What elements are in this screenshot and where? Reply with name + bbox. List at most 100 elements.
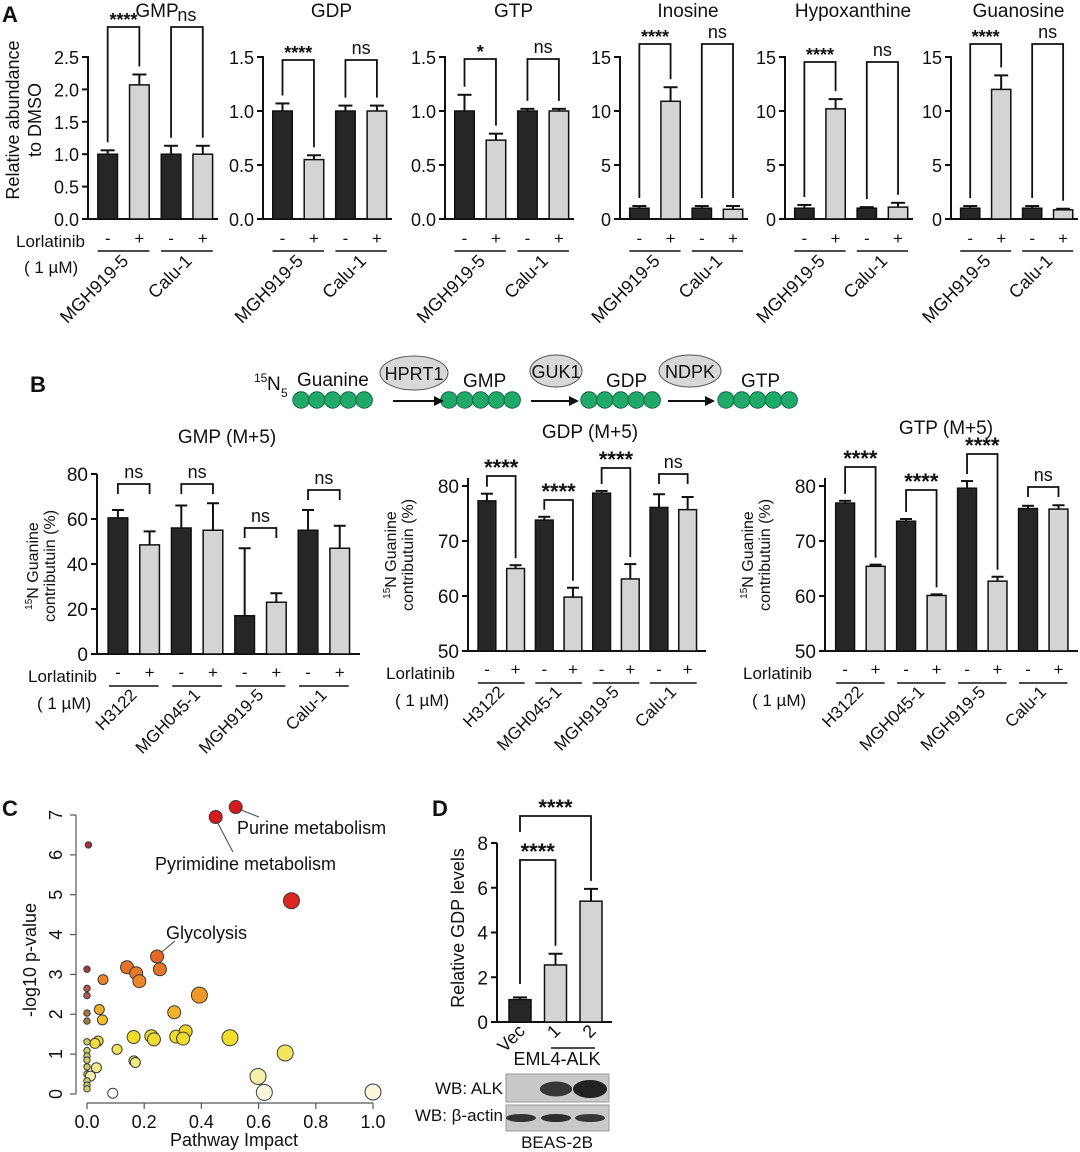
significance-label: ns xyxy=(352,38,371,58)
x-tick-label: 0.0 xyxy=(74,1112,99,1132)
enzyme-ndpk xyxy=(658,354,722,388)
bar xyxy=(534,519,554,652)
significance-label: **** xyxy=(109,10,137,30)
panel-label-c: C xyxy=(2,796,18,821)
y-tick-label: 10 xyxy=(756,102,776,122)
significance-label: **** xyxy=(284,43,312,63)
pathway-node-gdp: GDP xyxy=(606,371,647,392)
panel-label-a: A xyxy=(2,2,18,27)
group-label: Calu-1 xyxy=(631,682,680,731)
bar xyxy=(329,547,351,655)
condition-label: - xyxy=(105,229,111,248)
y-tick-label: 8 xyxy=(477,834,488,855)
y-tick-label: 2.0 xyxy=(54,80,79,100)
y-tick-label: 0 xyxy=(477,1013,488,1034)
data-point xyxy=(83,1063,91,1071)
group-label: Calu-1 xyxy=(282,685,331,734)
y-axis-label-superscript: 15 xyxy=(739,587,750,599)
chart-c-ylabel: -log10 p-value xyxy=(20,903,40,1017)
condition-label: + xyxy=(208,663,218,682)
condition-label: - xyxy=(1029,229,1035,248)
bar xyxy=(477,500,497,652)
data-point xyxy=(83,991,91,1000)
y-axis-label-text: N Guanine xyxy=(25,522,42,599)
isotope-bead xyxy=(596,391,614,409)
panel-a-ylabel-line2: to DMSO xyxy=(25,83,45,157)
bar xyxy=(192,153,214,220)
data-point xyxy=(90,1062,102,1074)
condition-label: + xyxy=(491,229,501,248)
bar xyxy=(516,110,538,220)
bar xyxy=(834,502,856,652)
bar xyxy=(825,108,847,220)
data-point xyxy=(276,1044,294,1062)
bar xyxy=(505,567,526,652)
isotope-bead xyxy=(748,391,767,409)
pathway-diagram: 15 N 5 Guanine GMP GDP GTP HPRT1 GUK1 ND… xyxy=(254,354,798,409)
group-label: MGH045-1 xyxy=(856,682,928,754)
y-axis-label-line2: contributuin (%) xyxy=(42,510,59,622)
enzyme-ndpk-label: NDPK xyxy=(665,362,715,382)
condition-label: - xyxy=(637,229,643,248)
data-point xyxy=(96,1014,108,1026)
annotation-leader xyxy=(238,808,260,818)
data-point xyxy=(255,1083,273,1101)
y-tick-label: 5 xyxy=(932,156,942,176)
significance-bracket xyxy=(1027,486,1060,497)
y-tick-label: 10 xyxy=(591,102,611,122)
condition-label: + xyxy=(511,660,521,679)
y-axis-label-line2: contributuin (%) xyxy=(757,499,774,611)
blot-band-alk xyxy=(573,1080,607,1098)
significance-bracket xyxy=(344,59,378,98)
bar xyxy=(691,207,713,220)
group-label: MGH919-5 xyxy=(918,251,994,327)
condition-label: - xyxy=(178,663,184,682)
bar xyxy=(334,110,356,220)
condition-label: - xyxy=(1025,660,1031,679)
y-tick-label: 5 xyxy=(766,156,776,176)
isotope-bead xyxy=(487,391,506,409)
data-point xyxy=(111,1043,123,1055)
y-tick-label: 1.0 xyxy=(54,145,79,165)
condition-label: + xyxy=(554,229,564,248)
blot-row-label-actin: WB: β-actin xyxy=(415,1106,503,1125)
condition-label: - xyxy=(525,229,531,248)
category-label: 1 xyxy=(543,1021,564,1042)
condition-label: - xyxy=(242,663,248,682)
arrow-icon xyxy=(668,396,715,406)
condition-label: - xyxy=(280,229,286,248)
chart-d-ylabel: Relative GDP levels xyxy=(448,848,468,1008)
group-label: MGH919-5 xyxy=(195,685,267,757)
y-tick-label: 5 xyxy=(601,156,611,176)
data-point xyxy=(146,1032,161,1047)
data-point xyxy=(249,1067,267,1085)
pathway-node-guanine: Guanine xyxy=(297,370,369,391)
chart-d-group-label: EML4-ALK xyxy=(513,1049,600,1069)
x-tick-label: 1.0 xyxy=(360,1112,385,1132)
y-tick-label: 15 xyxy=(756,48,776,68)
condition-label: + xyxy=(625,660,635,679)
y-tick-label: 80 xyxy=(795,477,816,498)
condition-label: - xyxy=(115,663,121,682)
category-label: 2 xyxy=(579,1021,600,1042)
significance-label: ns xyxy=(708,22,727,42)
bar xyxy=(160,153,182,220)
y-tick-label: 70 xyxy=(795,532,816,553)
panel-label-d: D xyxy=(432,796,448,821)
isotope-bead xyxy=(764,391,783,409)
significance-label: **** xyxy=(541,479,576,504)
y-tick-label: 4 xyxy=(477,924,488,945)
dose-label: ( 1 µM) xyxy=(395,691,449,710)
y-axis-label-line1: 15N Guanine xyxy=(382,511,400,599)
y-tick-label: 1.0 xyxy=(411,102,436,122)
y-tick-label: 5 xyxy=(46,890,66,900)
chart-title: Hypoxanthine xyxy=(795,1,911,22)
y-tick-label: 6 xyxy=(477,879,488,900)
y-axis-label-line1: 15N Guanine xyxy=(24,522,42,610)
chart-d-gdp-levels: Relative GDP levels EML4-ALK 0 2 4 6 8 **** **… xyxy=(448,795,612,1069)
group-label: MGH919-5 xyxy=(752,251,828,327)
data-point xyxy=(83,1085,91,1093)
y-tick-label: 0.0 xyxy=(229,210,254,230)
